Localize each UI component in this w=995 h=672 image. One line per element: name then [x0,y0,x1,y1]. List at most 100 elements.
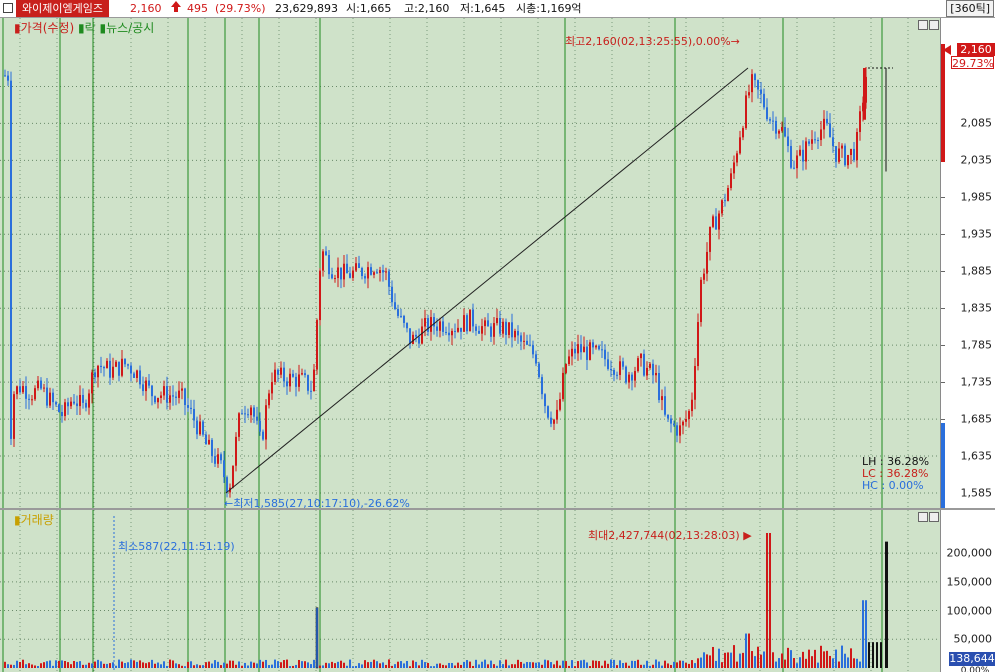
volume-bar [103,663,105,668]
minimize-icon[interactable] [918,20,928,30]
candle-body [394,302,396,310]
period-selector[interactable]: [360틱] [946,0,994,17]
volume-bar [247,665,249,668]
volume-bar [286,659,288,668]
volume-bar [130,659,132,668]
volume-bar [79,661,81,668]
candle-body [277,369,279,375]
stat-hc: HC : 0.00% [862,479,924,492]
volume-bar [184,666,186,668]
candle-body [313,369,315,392]
candle-body [70,401,72,407]
candle-body [550,417,552,424]
candle-body [817,140,819,142]
volume-bar [211,663,213,668]
volume-bar [640,664,642,668]
volume-bar [760,654,762,668]
volume-bar [718,648,720,668]
volume-bar [541,664,543,668]
legend-news[interactable]: 뉴스/공시 [106,21,155,35]
volume-bar [862,600,864,668]
volume-bar [382,662,384,668]
candle-body [637,358,639,372]
volume-bar [493,664,495,668]
candle-body [664,396,666,415]
volume-bar [775,661,777,668]
candle-body [409,328,411,344]
candle-body [463,315,465,332]
volume-bar [307,662,309,668]
candle-body [259,420,261,432]
volume-bar [265,659,267,668]
volume-bar [736,661,738,668]
volume-legend[interactable]: ▮거래량 [14,513,54,527]
candle-body [643,353,645,376]
volume-bar [13,664,15,668]
candle-body [616,374,618,376]
candle-body [271,382,273,394]
candle-body [670,418,672,424]
candle-body [850,148,852,156]
volume-bar [682,660,684,668]
candle-body [610,368,612,371]
volume-bar [520,661,522,668]
candle-body [385,271,387,273]
candle-body [691,399,693,412]
candle-body [232,465,234,488]
volume-bar [397,661,399,668]
candle-body [736,153,738,163]
volume-bar [820,645,822,668]
candle-body [649,363,651,368]
price-tick-label: 1,585 [960,486,993,500]
volume-pane[interactable]: ▮거래량 최소587(22,11:51:19) 최대2,427,744(02,1… [0,510,940,672]
volume-minimize-icon[interactable] [918,512,928,522]
volume-axis[interactable]: 200,000 150,000 100,000 50,000 138,644 0.00… [940,510,995,672]
volume-bar [442,664,444,668]
candle-body [13,394,15,439]
price-axis[interactable]: 2,085 2,035 1,985 1,935 1,885 1,835 1,785 1,735… [940,18,995,508]
volume-bar [343,662,345,668]
candle-body [826,118,828,124]
candle-body [85,402,87,408]
candle-body [430,317,432,332]
volume-bar [742,652,744,668]
volume-bar [121,661,123,668]
select-checkbox[interactable] [3,3,13,13]
stock-name[interactable]: 와이제이엠게임즈 [16,0,109,17]
volume-bar [502,664,504,668]
candle-body [178,390,180,398]
volume-bar [469,661,471,668]
volume-close-icon[interactable] [929,512,939,522]
price-change: 495 [187,2,208,15]
candle-body [646,367,648,376]
legend-price[interactable]: 가격(수정) [20,21,75,35]
volume-bar [34,665,36,668]
volume-bar [298,659,300,668]
volume-bar [766,533,768,668]
candle-body [553,419,555,424]
volume-bar [232,660,234,668]
candle-body [547,406,549,418]
candle-body [583,346,585,353]
candle-body [76,403,78,407]
close-icon[interactable] [929,20,939,30]
candle-body [805,141,807,162]
price-pane[interactable]: ▮가격(수정) ▮락 ▮뉴스/공시 최고2,160(02,13:25:55),0… [0,18,940,508]
volume-bar [250,661,252,668]
volume-bar [697,658,699,668]
candle-body [802,149,804,162]
legend-rak[interactable]: 락 [84,21,96,35]
volume-bar-current [885,541,888,668]
candle-body [799,149,801,156]
stats-box: LH : 36.28% LC : 36.28% HC : 0.00% [862,456,929,492]
volume-bar [703,652,705,668]
volume-bar [325,662,327,668]
candle-body [625,366,627,383]
volume-bar [301,661,303,668]
volume-bar [595,660,597,668]
candle-body [796,155,798,169]
candle-body [751,74,753,93]
candle-body [541,377,543,395]
pane-divider[interactable] [0,508,995,510]
price-tick-label: 1,785 [960,338,993,352]
